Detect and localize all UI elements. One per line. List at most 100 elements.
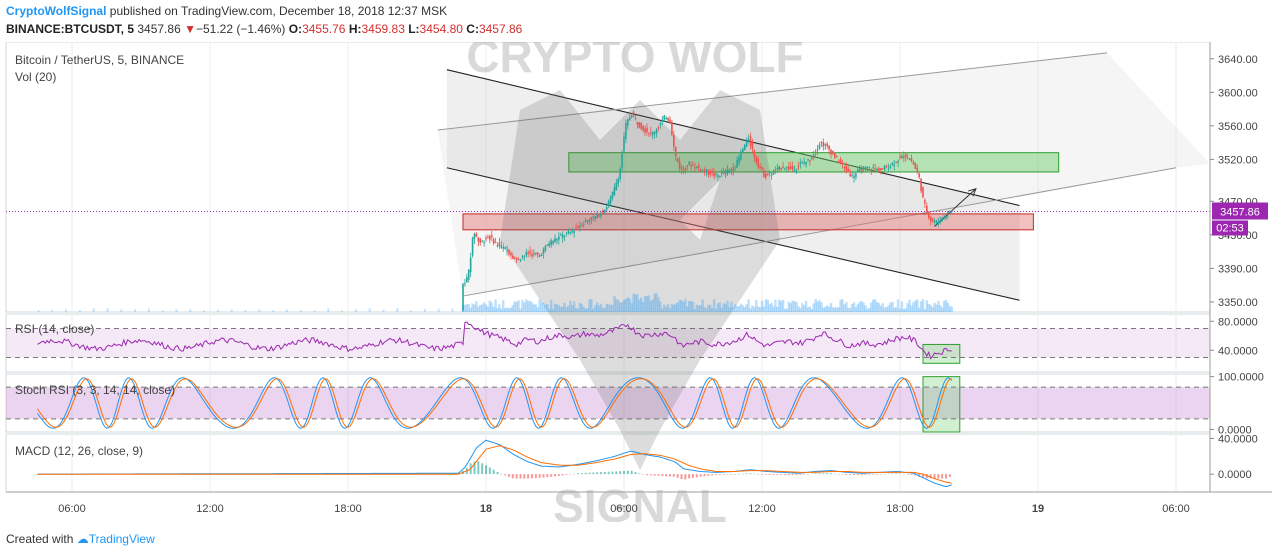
candle bbox=[835, 155, 838, 158]
volume-bar bbox=[885, 307, 888, 312]
volume-bar bbox=[768, 304, 771, 312]
volume-bar bbox=[534, 304, 538, 312]
candle bbox=[494, 237, 497, 244]
candle bbox=[839, 156, 842, 165]
candle bbox=[671, 119, 673, 137]
macd-hist-bar bbox=[864, 474, 867, 475]
candle bbox=[604, 209, 606, 215]
candle-body bbox=[653, 132, 656, 134]
candle-body bbox=[615, 182, 618, 191]
chart-canvas[interactable]: CRYPTO WOLF SIGNAL 06:00 12:00 18:00 18 06:0… bbox=[0, 42, 1274, 522]
candle-body bbox=[757, 158, 759, 167]
volume-bar bbox=[626, 297, 630, 312]
candle-body bbox=[929, 216, 932, 222]
candle bbox=[680, 164, 683, 175]
candle-body bbox=[577, 226, 579, 228]
candle bbox=[602, 208, 604, 214]
volume-bar bbox=[511, 304, 515, 312]
macd-hist-bar bbox=[588, 472, 591, 475]
candle bbox=[757, 156, 759, 170]
candle-body bbox=[736, 159, 738, 168]
macd-hist-bar bbox=[730, 474, 733, 475]
candle-body bbox=[508, 249, 510, 255]
candle bbox=[648, 132, 650, 137]
candle-body bbox=[782, 166, 784, 168]
macd-hist-bar bbox=[814, 473, 817, 475]
volume-bar bbox=[189, 309, 192, 312]
volume-bar bbox=[772, 306, 775, 312]
candle bbox=[853, 172, 855, 183]
candle bbox=[878, 166, 880, 173]
macd-hist-bar bbox=[669, 474, 671, 477]
candle-body bbox=[696, 166, 698, 168]
candle bbox=[920, 178, 922, 194]
candle-body bbox=[835, 156, 838, 158]
volume-bar bbox=[774, 299, 777, 312]
candle bbox=[715, 172, 717, 179]
volume-bar bbox=[804, 300, 808, 312]
volume-bar bbox=[663, 304, 666, 312]
volume-bar bbox=[647, 295, 651, 312]
volume-bar bbox=[299, 310, 302, 312]
candle bbox=[515, 256, 518, 264]
candle-body bbox=[947, 211, 949, 214]
footer: Created with ☁TradingView bbox=[6, 532, 155, 546]
candle-body bbox=[862, 167, 865, 170]
volume-bar bbox=[584, 308, 587, 312]
candle-body bbox=[812, 154, 815, 157]
last-price-badge bbox=[1212, 202, 1268, 220]
tradingview-logo-icon[interactable]: ☁ bbox=[76, 532, 89, 546]
author-link[interactable]: CryptoWolfSignal bbox=[6, 4, 107, 18]
candle-body bbox=[761, 167, 763, 170]
volume-bar bbox=[492, 306, 495, 312]
candle-body bbox=[927, 211, 930, 218]
candle bbox=[640, 122, 643, 131]
candle-body bbox=[747, 139, 750, 141]
candle-body bbox=[527, 252, 529, 254]
volume-bar bbox=[843, 304, 846, 312]
volume-bar bbox=[620, 302, 624, 312]
macd-hist-bar bbox=[611, 471, 614, 475]
candle bbox=[743, 144, 746, 151]
candle-body bbox=[513, 258, 516, 260]
volume-bar bbox=[628, 298, 631, 312]
macd-hist-bar bbox=[899, 473, 901, 475]
candle bbox=[738, 154, 740, 166]
candle bbox=[791, 161, 794, 173]
candle-body bbox=[841, 162, 844, 165]
volume-bar bbox=[689, 300, 693, 312]
volume-bar bbox=[548, 308, 551, 312]
candle bbox=[847, 165, 850, 173]
volume-bar bbox=[513, 301, 516, 312]
volume-bar bbox=[931, 307, 934, 312]
candle-body bbox=[709, 170, 712, 176]
macd-hist-bar bbox=[715, 474, 717, 476]
volume-bar bbox=[778, 299, 781, 312]
candle-body bbox=[611, 191, 614, 199]
volume-bar bbox=[538, 299, 541, 312]
volume-bar bbox=[530, 302, 534, 312]
rsi-tick-label: 80.0000 bbox=[1218, 316, 1258, 328]
candle-body bbox=[609, 196, 612, 204]
macd-hist-bar bbox=[803, 474, 806, 475]
volume-bar bbox=[473, 304, 476, 312]
candle-body bbox=[755, 156, 758, 163]
candle-body bbox=[619, 168, 621, 179]
macd-hist-bar bbox=[577, 473, 579, 475]
countdown-badge bbox=[1212, 220, 1248, 236]
candle-body bbox=[845, 165, 848, 171]
volume-bar bbox=[789, 303, 792, 312]
candle-body bbox=[592, 216, 595, 218]
volume-bar bbox=[496, 308, 499, 312]
candle-body bbox=[617, 179, 620, 184]
candle bbox=[571, 228, 574, 235]
volume-bar bbox=[563, 302, 566, 312]
candle-body bbox=[594, 216, 597, 219]
volume-bar bbox=[509, 307, 513, 312]
macd-hist-bar bbox=[722, 474, 725, 475]
volume-bar bbox=[858, 301, 861, 312]
candle bbox=[475, 232, 478, 238]
macd-hist-bar bbox=[791, 474, 794, 476]
tradingview-link[interactable]: TradingView bbox=[88, 532, 155, 546]
candle-body bbox=[646, 127, 648, 133]
